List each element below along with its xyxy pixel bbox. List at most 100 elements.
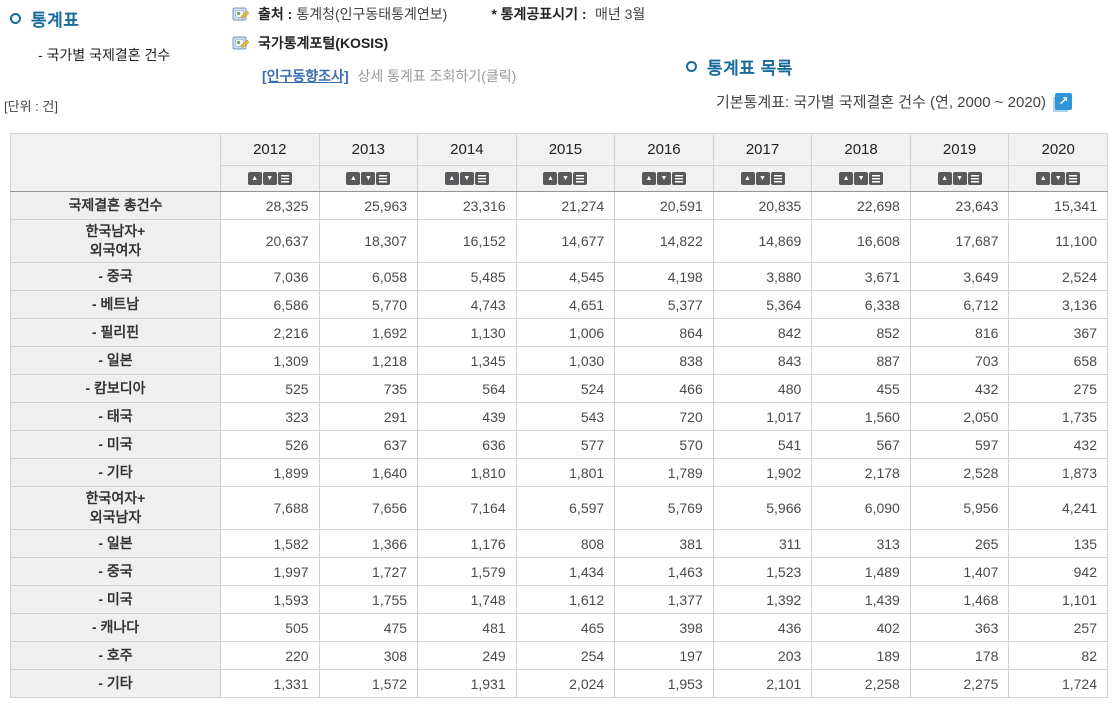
book-edit-icon (232, 36, 250, 49)
row-label: - 필리핀 (10, 318, 221, 347)
value-cell: 1,392 (712, 585, 813, 614)
value-cell: 838 (614, 346, 714, 375)
sort-descending-icon[interactable]: ▼ (755, 171, 770, 185)
column-menu-icon[interactable] (573, 171, 588, 185)
value-cell: 1,309 (220, 346, 320, 375)
value-cell: 17,687 (909, 219, 1010, 263)
value-cell: 1,593 (220, 585, 320, 614)
value-cell: 7,688 (220, 486, 320, 530)
value-cell: 436 (712, 613, 813, 642)
value-cell: 1,345 (417, 346, 517, 375)
value-cell: 254 (515, 641, 616, 670)
value-cell: 541 (712, 430, 813, 459)
value-cell: 1,997 (220, 557, 320, 586)
column-header-2014: 2014 (417, 133, 517, 166)
sort-descending-icon[interactable]: ▼ (262, 171, 277, 185)
sort-ascending-icon[interactable]: ▲ (641, 171, 656, 185)
column-menu-icon[interactable] (770, 171, 785, 185)
value-cell: 1,801 (515, 458, 616, 487)
sort-ascending-icon[interactable]: ▲ (444, 171, 459, 185)
circle-bullet-icon (10, 13, 21, 24)
sort-descending-icon[interactable]: ▼ (952, 171, 967, 185)
column-header-2012: 2012 (220, 133, 320, 166)
column-menu-icon[interactable] (474, 171, 489, 185)
value-cell: 1,130 (417, 318, 517, 347)
row-label: - 일본 (10, 529, 221, 558)
value-cell: 2,275 (909, 669, 1010, 698)
column-header-2016: 2016 (614, 133, 714, 166)
sort-descending-icon[interactable]: ▼ (1051, 171, 1066, 185)
column-menu-icon[interactable] (671, 171, 686, 185)
page-title: 통계표 (31, 11, 80, 30)
sort-descending-icon[interactable]: ▼ (361, 171, 376, 185)
value-cell: 720 (614, 402, 714, 431)
unit-label: [단위 : 건] (4, 99, 58, 114)
table-list-section: 통계표 목록 기본통계표: 국가별 국제결혼 건수 (연, 2000 ~ 202… (686, 54, 1111, 112)
sort-ascending-icon[interactable]: ▲ (740, 171, 755, 185)
column-menu-icon[interactable] (967, 171, 982, 185)
value-cell: 1,612 (515, 585, 616, 614)
column-header-2017: 2017 (712, 133, 813, 166)
row-label: - 미국 (10, 585, 221, 614)
value-cell: 5,966 (712, 486, 813, 530)
sort-ascending-icon[interactable]: ▲ (937, 171, 952, 185)
sort-ascending-icon[interactable]: ▲ (346, 171, 361, 185)
value-cell: 16,152 (417, 219, 517, 263)
value-cell: 11,100 (1008, 219, 1108, 263)
row-label: - 기타 (10, 669, 221, 698)
value-cell: 1,572 (318, 669, 419, 698)
value-cell: 2,178 (811, 458, 911, 487)
survey-link-suffix: 상세 통계표 조회하기(클릭) (357, 68, 517, 84)
value-cell: 3,671 (811, 262, 911, 291)
table-row: - 중국 7,036 6,058 5,485 4,545 4,198 3,880 3,671 3… (10, 262, 1108, 291)
value-cell: 703 (909, 346, 1010, 375)
sort-descending-icon[interactable]: ▼ (459, 171, 474, 185)
row-label: - 호주 (10, 641, 221, 670)
value-cell: 308 (318, 641, 419, 670)
value-cell: 6,090 (811, 486, 911, 530)
column-menu-icon[interactable] (376, 171, 391, 185)
value-cell: 1,439 (811, 585, 911, 614)
value-cell: 18,307 (318, 219, 419, 263)
value-cell: 432 (909, 374, 1010, 403)
sort-ascending-icon[interactable]: ▲ (839, 171, 854, 185)
column-menu-icon[interactable] (1066, 171, 1081, 185)
column-menu-icon[interactable] (869, 171, 884, 185)
sort-ascending-icon[interactable]: ▲ (543, 171, 558, 185)
value-cell: 135 (1008, 529, 1108, 558)
value-cell: 1,931 (417, 669, 517, 698)
table-list-item: 기본통계표: 국가별 국제결혼 건수 (연, 2000 ~ 2020) (716, 94, 1046, 111)
column-menu-icon[interactable] (277, 171, 292, 185)
value-cell: 735 (318, 374, 419, 403)
external-link-icon[interactable]: ↗ (1055, 93, 1072, 110)
sort-descending-icon[interactable]: ▼ (558, 171, 573, 185)
value-cell: 2,216 (220, 318, 320, 347)
value-cell: 323 (220, 402, 320, 431)
sort-controls-row: ▲ ▼ ▲ ▼ ▲ ▼ ▲ ▼ ▲ ▼ ▲ ▼ ▲ ▼ ▲ ▼ ▲ ▼ (11, 165, 1108, 192)
value-cell: 637 (318, 430, 419, 459)
row-label: 국제결혼 총건수 (10, 191, 221, 220)
value-cell: 842 (712, 318, 813, 347)
value-cell: 1,030 (515, 346, 616, 375)
value-cell: 22,698 (811, 191, 911, 220)
value-cell: 1,434 (515, 557, 616, 586)
value-cell: 5,770 (318, 290, 419, 319)
value-cell: 178 (909, 641, 1010, 670)
sort-ascending-icon[interactable]: ▲ (1036, 171, 1051, 185)
value-cell: 570 (614, 430, 714, 459)
sort-controls-2020: ▲ ▼ (1008, 165, 1108, 192)
value-cell: 381 (614, 529, 714, 558)
value-cell: 3,136 (1008, 290, 1108, 319)
value-cell: 505 (220, 613, 320, 642)
value-cell: 864 (614, 318, 714, 347)
source-label: 출처 : (258, 6, 293, 22)
sort-descending-icon[interactable]: ▼ (656, 171, 671, 185)
sort-ascending-icon[interactable]: ▲ (247, 171, 262, 185)
table-row: - 캐나다 505 475 481 465 398 436 402 363 257 (10, 613, 1108, 642)
population-survey-link[interactable]: [인구동향조사] (262, 68, 349, 84)
value-cell: 1,560 (811, 402, 911, 431)
value-cell: 567 (811, 430, 911, 459)
sort-descending-icon[interactable]: ▼ (854, 171, 869, 185)
publish-value: 매년 3월 (594, 6, 646, 22)
value-cell: 1,407 (909, 557, 1010, 586)
